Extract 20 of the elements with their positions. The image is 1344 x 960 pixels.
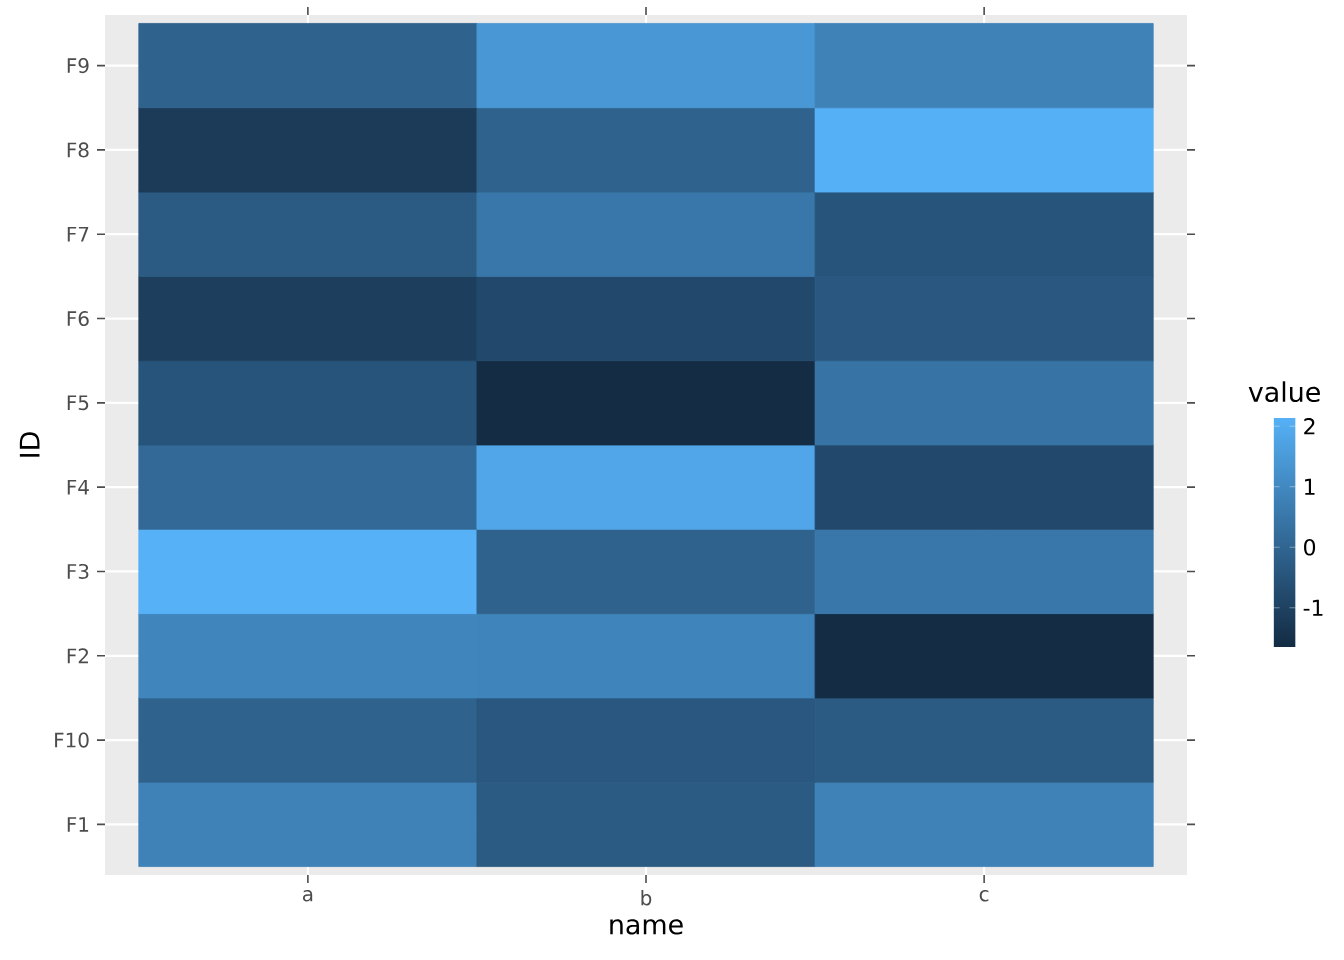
y-tick-label: F1 — [67, 817, 89, 832]
y-tick-label: F8 — [67, 142, 89, 158]
x-tick-label: c — [979, 890, 989, 902]
x-tick-label: b — [641, 890, 652, 906]
color-bar-label: 0 — [1304, 538, 1316, 556]
y-tick-label: F9 — [67, 58, 89, 74]
y-tick-label: F7 — [67, 226, 89, 242]
x-axis-title: name — [610, 919, 683, 935]
y-tick-label: F2 — [67, 648, 88, 664]
color-bar-label: 2 — [1304, 418, 1315, 435]
y-tick-label: F3 — [67, 563, 89, 580]
y-tick-label: F10 — [55, 732, 89, 748]
color-bar-label: 1 — [1305, 478, 1315, 495]
y-tick-label: F4 — [67, 479, 89, 495]
y-axis-title: ID — [19, 432, 40, 457]
x-tick-label: a — [302, 890, 313, 902]
color-bar-title: value — [1248, 381, 1320, 403]
y-tick-label: F5 — [67, 395, 89, 411]
y-tick-label: F6 — [67, 310, 89, 327]
color-bar-label: -1 — [1303, 599, 1323, 616]
